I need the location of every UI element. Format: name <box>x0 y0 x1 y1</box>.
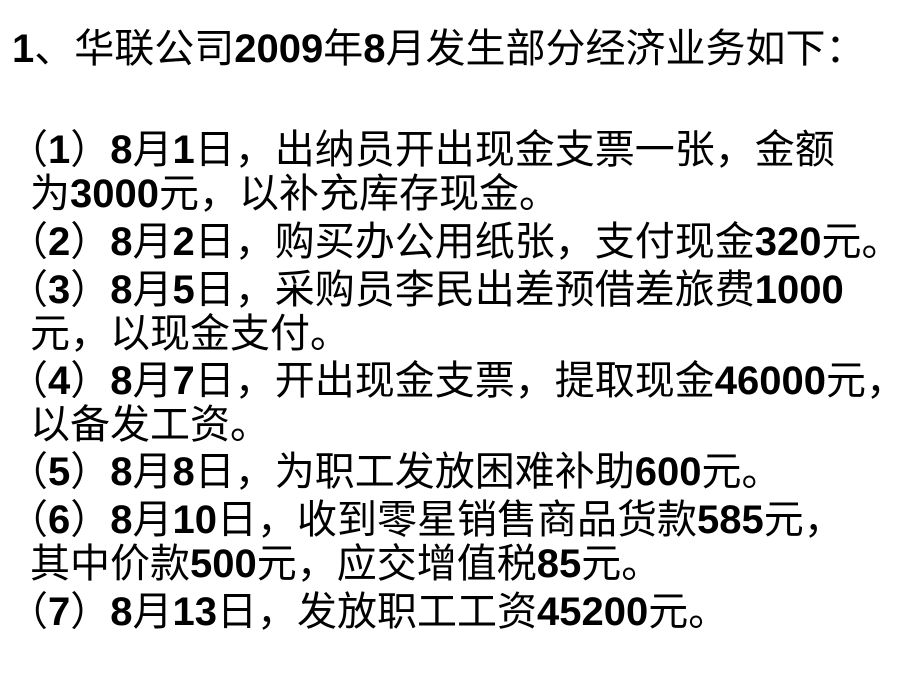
business-item-2: （2）8月2日，购买办公用纸张，支付现金320元。 <box>8 219 902 264</box>
business-item-7: （7）8月13日，发放职工工资45200元。 <box>8 589 729 634</box>
business-item-1: （1）8月1日，出纳员开出现金支票一张，金额 为3000元，以补充库存现金。 <box>8 127 835 216</box>
business-item-5: （5）8月8日，为职工发放困难补助600元。 <box>8 449 782 494</box>
business-item-4: （4）8月7日，开出现金支票，提取现金46000元， 以备发工资。 <box>8 358 906 447</box>
business-item-6: （6）8月10日，收到零星销售商品货款585元， 其中价款500元，应交增值税8… <box>8 497 844 586</box>
slide-body: （1）8月1日，出纳员开出现金支票一张，金额 为3000元，以补充库存现金。 （… <box>0 128 920 634</box>
slide-title: 1、华联公司2009年8月发生部分经济业务如下： <box>12 26 866 71</box>
business-item-3: （3）8月5日，采购员李民出差预借差旅费1000 元，以现金支付。 <box>8 267 844 356</box>
